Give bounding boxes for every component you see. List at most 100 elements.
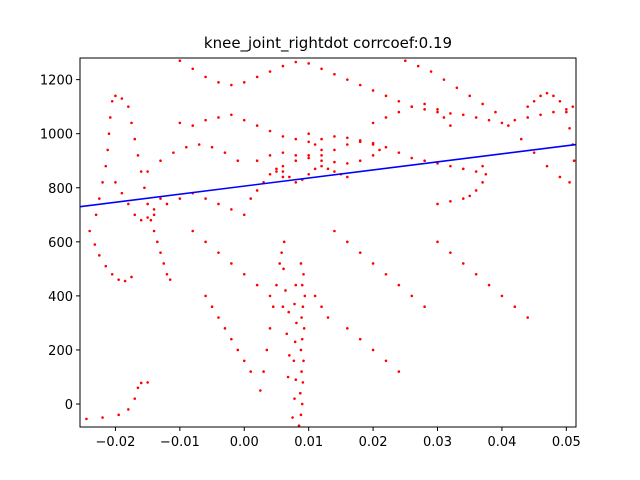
scatter-point [268,129,272,133]
scatter-point [217,81,220,84]
scatter-point [149,218,153,222]
scatter-point [294,378,298,381]
scatter-point [278,262,281,265]
scatter-point [461,197,465,200]
scatter-point [449,124,452,127]
scatter-point [255,189,259,192]
scatter-point [455,86,459,90]
scatter-point [481,181,484,184]
scatter-point [346,327,349,330]
scatter-point [152,213,156,217]
scatter-point [236,348,240,352]
x-tick-label: 0.02 [359,435,388,450]
scatter-point [526,105,529,108]
scatter-point [294,181,298,184]
scatter-point [293,340,297,344]
scatter-point [442,116,446,119]
scatter-point [93,243,97,246]
scatter-point [507,124,510,127]
scatter-point [313,294,317,298]
scatter-point [294,159,298,163]
scatter-point [333,135,336,138]
scatter-point [484,172,488,176]
scatter-point [297,424,301,427]
scatter-point [307,62,310,65]
scatter-point [110,99,114,103]
scatter-point [346,240,349,244]
scatter-point [299,262,303,265]
scatter-point [565,108,568,111]
scatter-point [526,116,529,119]
scatter-point [288,354,291,357]
scatter-point [284,289,287,292]
scatter-point [539,94,542,98]
scatter-point [307,132,310,135]
scatter-point [242,359,246,363]
chart-title: knee_joint_rightdot corrcoef:0.19 [204,34,452,53]
scatter-point [299,348,303,352]
scatter-point [107,132,111,135]
scatter-point [397,151,401,154]
scatter-point [384,272,388,276]
scatter-point [371,262,375,265]
axes-frame [79,57,577,428]
scatter-point [320,154,323,157]
scatter-point [333,72,336,76]
scatter-point [294,137,298,141]
x-tick-label: 0.04 [487,435,516,450]
scatter-point [320,67,323,71]
scatter-point [236,159,240,163]
scatter-point [320,305,323,309]
scatter-point [184,145,188,149]
scatter-point [513,305,517,309]
scatter-point [333,229,336,233]
scatter-point [436,110,439,114]
scatter-point [230,113,233,117]
scatter-point [481,102,484,106]
scatter-point [120,191,124,195]
scatter-point [397,110,401,114]
scatter-point [436,108,439,111]
scatter-point [301,305,305,309]
scatter-point [94,213,98,217]
scatter-point [287,310,291,314]
scatter-point [152,229,156,233]
scatter-point [85,417,88,421]
scatter-point [494,110,497,114]
y-tick-label: 0 [65,398,73,413]
y-tick-label: 1200 [40,74,73,89]
scatter-point [519,137,523,141]
scatter-point [191,229,195,233]
x-tick-label: 0.05 [552,435,581,450]
scatter-point [268,327,272,330]
scatter-point [416,64,420,68]
scatter-point [210,305,214,309]
scatter-point [384,145,388,149]
scatter-point [117,413,120,417]
scatter-point [397,283,401,287]
scatter-point [259,389,262,392]
scatter-point [285,332,289,336]
scatter-point [552,94,555,98]
scatter-point [281,151,285,154]
scatter-point [303,294,307,298]
scatter-point [268,294,272,298]
scatter-point [204,75,207,79]
scatter-point [101,181,104,184]
scatter-point [358,251,362,254]
scatter-point [230,208,233,211]
scatter-point [178,121,182,125]
scatter-point [300,283,304,287]
scatter-point [146,216,149,219]
scatter-point [255,124,259,127]
scatter-point [371,89,375,92]
y-tick-label: 200 [48,344,73,359]
scatter-point [568,181,571,184]
scatter-point [302,272,305,276]
scatter-point [384,116,388,119]
scatter-point [255,283,259,287]
scatter-point [461,262,465,265]
scatter-point [410,105,414,108]
scatter-point [127,202,130,206]
